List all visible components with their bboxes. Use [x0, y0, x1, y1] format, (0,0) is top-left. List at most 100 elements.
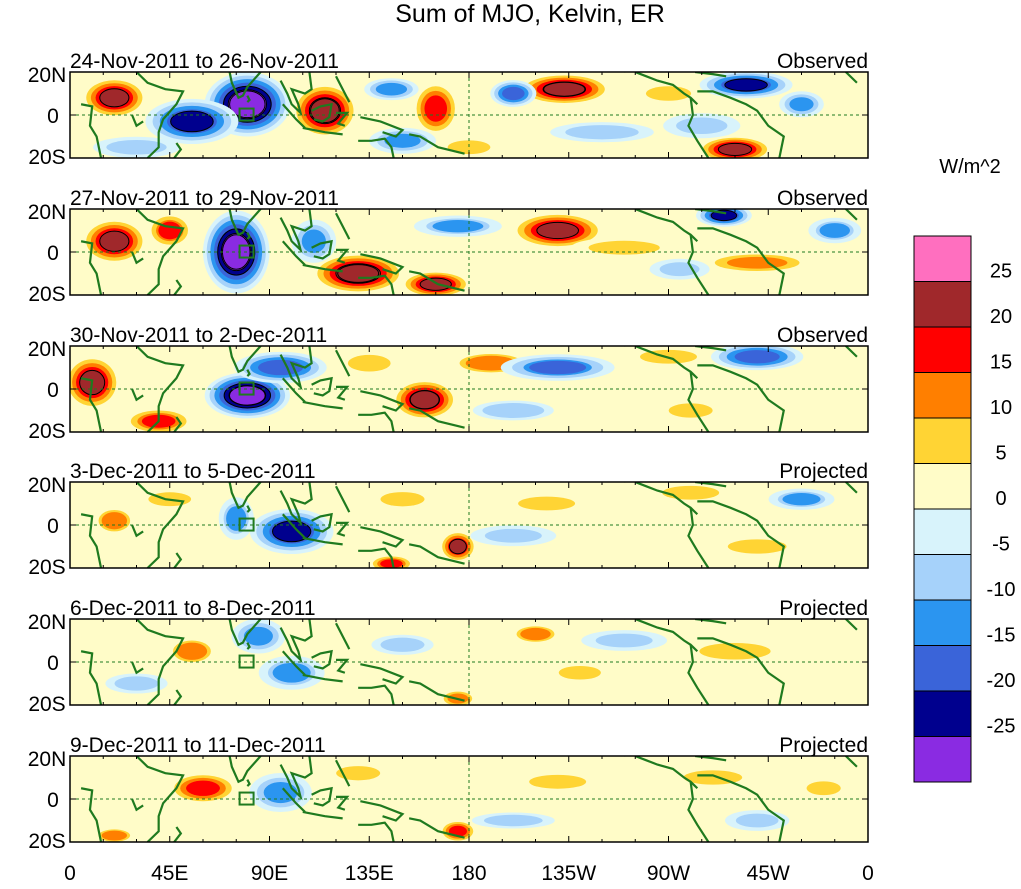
lat-label: 20N	[28, 64, 67, 87]
map-panel: 20N 0 20S 9-Dec-2011 to 11-Dec-2011 Projecte…	[28, 734, 869, 853]
contour-region	[677, 117, 727, 134]
colorbar-tick-label: -5	[992, 534, 1010, 556]
contour-region	[419, 277, 452, 291]
coastline	[408, 817, 465, 839]
contour-region	[782, 493, 821, 506]
contour-region	[186, 780, 220, 796]
coastline	[360, 253, 405, 275]
coastline	[281, 513, 306, 539]
lat-label: 20N	[28, 474, 67, 497]
panel-date-range: 3-Dec-2011 to 5-Dec-2011	[70, 460, 316, 483]
coastline	[173, 142, 183, 158]
coastline	[131, 251, 144, 265]
contour-region	[336, 766, 381, 781]
coastline	[80, 756, 858, 842]
lon-label: 135E	[345, 862, 394, 885]
coastline	[302, 126, 343, 136]
coastline	[358, 684, 395, 705]
lat-label: 20S	[28, 420, 65, 443]
coastline	[246, 95, 251, 103]
lat-label: 20S	[28, 830, 65, 853]
coastline	[360, 526, 405, 548]
panel-status: Observed	[777, 187, 868, 210]
map-panel: 20N 0 20S 27-Nov-2011 to 29-Nov-2011 Observe…	[28, 187, 869, 306]
colorbar-swatch	[913, 372, 972, 419]
coastline	[335, 349, 351, 377]
coastline	[173, 279, 183, 295]
coastline	[311, 512, 333, 533]
contour-region	[502, 87, 525, 100]
coastline	[336, 385, 350, 401]
colorbar-tick-label: -15	[987, 625, 1016, 647]
contour-region	[176, 642, 208, 660]
contour-region	[99, 88, 130, 108]
coastline	[408, 543, 465, 565]
map-panel: 20N 0 20S 30-Nov-2011 to 2-Dec-2011 Observed	[28, 324, 869, 443]
coastline	[228, 756, 262, 784]
lat-label: 20S	[28, 556, 65, 579]
coastline	[228, 72, 262, 100]
coastline	[173, 552, 183, 568]
coastline	[697, 637, 785, 705]
lat-label: 20N	[28, 611, 67, 634]
lat-label: 0	[47, 789, 59, 812]
panel-date-range: 24-Nov-2011 to 26-Nov-2011	[70, 50, 339, 73]
coastline	[358, 821, 395, 842]
contour-region	[348, 355, 390, 372]
lat-label: 0	[47, 242, 59, 265]
contour-region	[409, 390, 440, 410]
lat-label: 20S	[28, 146, 65, 169]
coastline	[302, 810, 343, 820]
coastline	[131, 524, 144, 538]
contour-region	[226, 506, 247, 531]
contour-region	[432, 220, 484, 233]
colorbar-tick-label: -10	[987, 579, 1016, 601]
colorbar-tick-label: -25	[987, 716, 1016, 738]
contour-region	[99, 230, 130, 252]
coastline	[135, 482, 185, 568]
coastline	[279, 756, 313, 801]
lon-label: 0	[64, 862, 76, 885]
coastline	[228, 619, 262, 647]
coastline	[624, 346, 626, 347]
coastline	[697, 774, 785, 842]
coastline	[336, 658, 350, 674]
contour-region	[243, 626, 273, 646]
coastline	[80, 346, 858, 432]
coastline	[279, 72, 313, 117]
contour-region	[590, 241, 658, 255]
lat-label: 0	[47, 515, 59, 538]
coastline	[687, 781, 710, 842]
coastline	[335, 759, 351, 787]
lon-label: 90E	[251, 862, 288, 885]
colorbar-swatch	[913, 690, 972, 737]
coastline	[131, 798, 144, 812]
contour-region	[807, 781, 840, 795]
coastline	[281, 103, 306, 129]
coastline	[336, 521, 350, 537]
coastline	[335, 75, 351, 103]
coastline	[173, 689, 183, 705]
contour-region	[536, 221, 580, 240]
coastline	[302, 673, 343, 683]
coastline	[228, 209, 262, 237]
coastline	[624, 72, 626, 73]
coastline	[311, 786, 333, 807]
lat-label: 20S	[28, 283, 65, 306]
contour-region	[819, 223, 850, 238]
coastline	[80, 209, 858, 295]
panel-date-range: 27-Nov-2011 to 29-Nov-2011	[70, 187, 339, 210]
coastline	[246, 369, 251, 377]
coastline	[281, 650, 306, 676]
coastline	[360, 390, 405, 412]
coastline	[228, 346, 262, 374]
colorbar-tick-label: 25	[990, 261, 1012, 283]
coastline	[624, 756, 626, 757]
colorbar-swatch	[913, 235, 972, 282]
coastline	[408, 407, 465, 429]
contour-region	[377, 83, 406, 95]
contour-region	[483, 814, 543, 827]
colorbar-swatch	[913, 554, 972, 601]
lat-label: 20N	[28, 201, 67, 224]
